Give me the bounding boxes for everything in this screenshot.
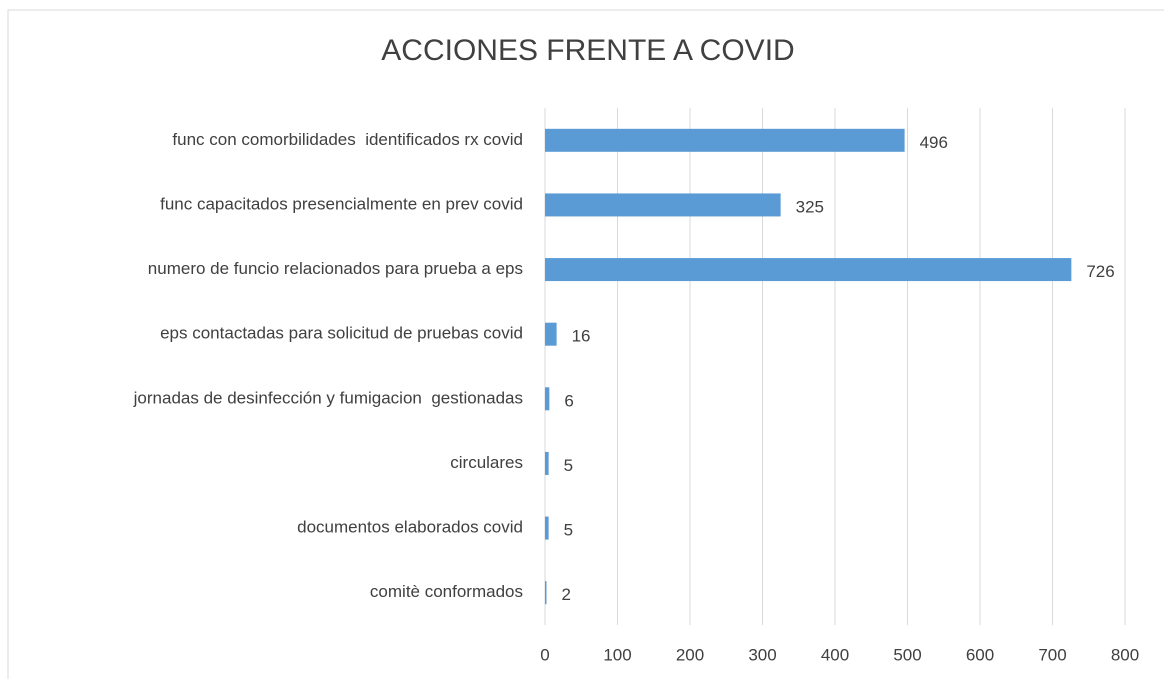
x-tick-label: 500 xyxy=(893,645,921,664)
bar xyxy=(545,516,549,540)
x-tick-label: 0 xyxy=(540,645,549,664)
bar xyxy=(545,128,905,152)
x-tick-label: 100 xyxy=(603,645,631,664)
x-tick-label: 800 xyxy=(1111,645,1139,664)
chart-title: ACCIONES FRENTE A COVID xyxy=(381,34,794,67)
data-label: 16 xyxy=(572,327,591,346)
x-tick-label: 700 xyxy=(1038,645,1066,664)
y-tick-label: numero de funcio relacionados para prueb… xyxy=(148,259,523,278)
y-tick-label: comitè conformados xyxy=(370,582,523,601)
bar xyxy=(545,258,1072,282)
data-label: 496 xyxy=(920,133,948,152)
bar xyxy=(545,193,781,217)
x-tick-label: 400 xyxy=(821,645,849,664)
data-label: 5 xyxy=(564,456,573,475)
y-tick-label: eps contactadas para solicitud de prueba… xyxy=(160,324,523,343)
bar xyxy=(545,451,549,475)
y-tick-label: func con comorbilidades identificados rx… xyxy=(172,130,523,149)
data-label: 5 xyxy=(564,521,573,540)
chart-frame xyxy=(7,9,1164,679)
bar xyxy=(545,581,547,605)
y-tick-label: jornadas de desinfección y fumigacion ge… xyxy=(133,388,523,407)
data-label: 726 xyxy=(1086,262,1114,281)
data-label: 2 xyxy=(561,585,570,604)
data-label: 325 xyxy=(796,197,824,216)
x-tick-label: 300 xyxy=(748,645,776,664)
y-tick-label: documentos elaborados covid xyxy=(297,518,523,537)
bar xyxy=(545,322,557,346)
y-tick-label: circulares xyxy=(450,453,523,472)
bar xyxy=(545,387,550,411)
data-label: 6 xyxy=(564,391,573,410)
x-tick-label: 600 xyxy=(966,645,994,664)
y-tick-label: func capacitados presencialmente en prev… xyxy=(160,194,523,213)
x-tick-label: 200 xyxy=(676,645,704,664)
